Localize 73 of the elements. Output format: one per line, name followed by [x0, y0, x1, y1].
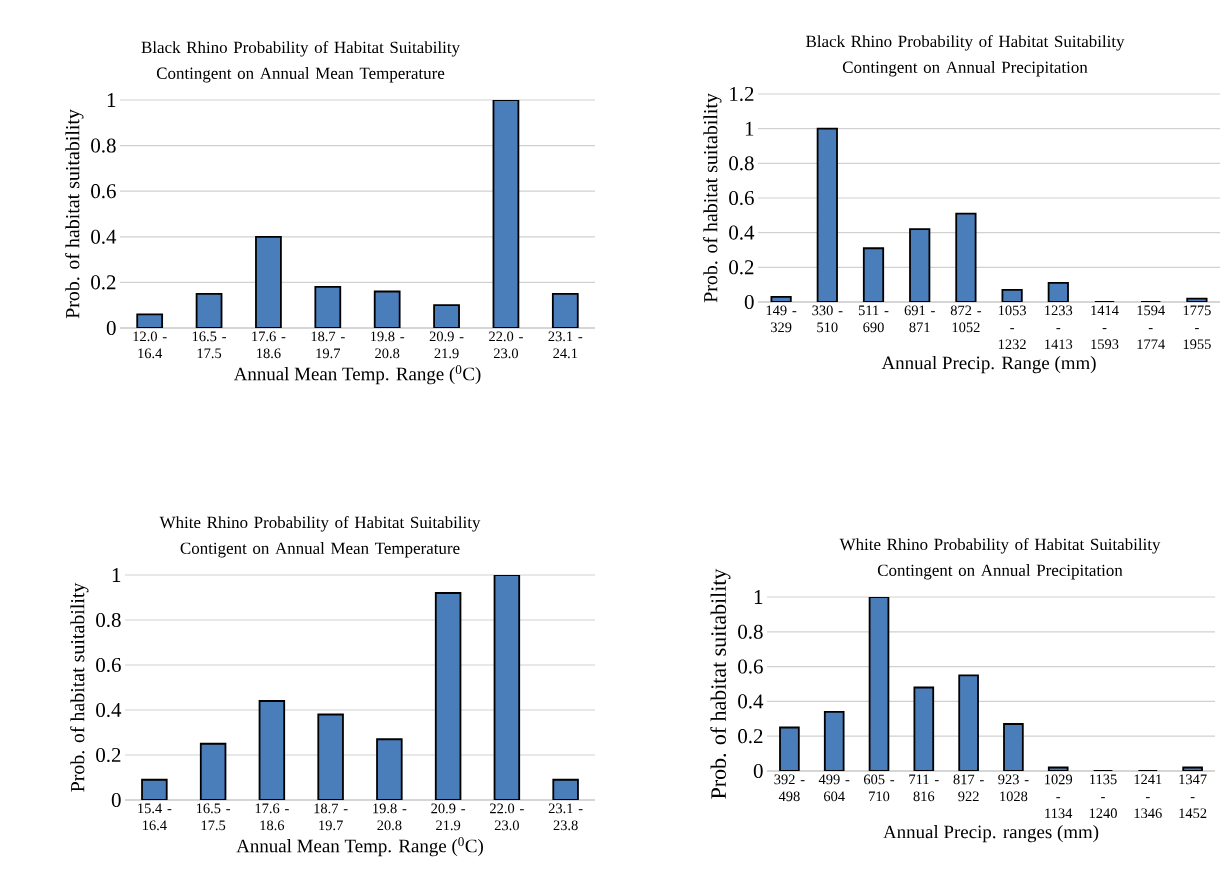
chart-title: White Rhino Probability of Habitat Suitability Contingent on Annual Precipitation [839, 538, 1161, 580]
x-axis-title: Annual Mean Temp. Range ($^{0}$C) [233, 365, 481, 385]
y-tick-label: 0.8 [96, 612, 121, 628]
x-tick-label: 923 - 1028 [998, 774, 1029, 802]
x-tick-label: 19.8 - 20.8 [371, 331, 405, 359]
y-tick-label: 0 [111, 792, 121, 808]
y-tick-label: 0.2 [91, 275, 116, 290]
y-tick-label: 1 [745, 121, 754, 136]
x-tick-label: 19.8 - 20.8 [373, 803, 407, 831]
chart-title: White Rhino Probability of Habitat Suitability Contigent on Annual Mean Temperature [159, 516, 481, 558]
y-tick-label: 0.2 [729, 260, 754, 275]
y-tick-label: 0.8 [738, 624, 763, 639]
y-axis-title: Prob. of habitat suitability [70, 582, 89, 792]
y-tick-label: 0.8 [729, 156, 754, 171]
y-tick-label: 0.6 [96, 657, 121, 673]
x-tick-label: 872 - 1052 [950, 305, 982, 333]
x-tick-label: 691 - 871 [904, 305, 935, 333]
x-tick-label: 16.5 - 17.5 [192, 331, 226, 359]
y-tick-label: 1 [754, 590, 763, 604]
x-tick-label: 1347 - 1452 [1179, 774, 1207, 819]
x-tick-label: 392 - 498 [774, 774, 805, 802]
x-tick-label: 16.5 - 17.5 [196, 803, 231, 831]
x-tick-label: 18.7 - 19.7 [314, 803, 348, 831]
x-tick-label: 20.9 - 21.9 [431, 803, 466, 831]
x-tick-label: 1029 - 1134 [1045, 774, 1073, 819]
y-axis-title: Prob. of habitat suitability [65, 109, 84, 319]
x-tick-label: 17.6 - 18.6 [252, 331, 286, 359]
x-tick-label: 15.4 - 16.4 [138, 803, 172, 831]
y-tick-label: 0 [744, 294, 754, 310]
x-axis-title: Annual Mean Temp. Range ($^{0}$C) [236, 837, 483, 857]
x-tick-label: 1241 - 1346 [1134, 774, 1162, 819]
chart-title: Black Rhino Probability of Habitat Suitability Contingent on Annual Precipitation [806, 35, 1125, 77]
y-tick-label: 0.6 [738, 659, 763, 674]
x-tick-label: 18.7 - 19.7 [311, 331, 345, 359]
x-tick-label: 1594 - 1774 [1137, 305, 1165, 349]
x-tick-label: 1053 - 1232 [998, 305, 1026, 350]
y-axis-title: Prob. of habitat suitability [710, 568, 731, 799]
y-tick-label: 0.4 [738, 694, 764, 709]
x-tick-label: 12.0 - 16.4 [133, 331, 167, 359]
y-tick-label: 1 [112, 568, 121, 582]
x-tick-label: 149 - 329 [766, 305, 797, 333]
x-axis-title: Annual Precip. Range (mm) [881, 355, 1096, 374]
y-tick-label: 0.4 [96, 702, 122, 718]
x-tick-label: 499 - 604 [818, 774, 850, 802]
y-tick-label: 0.2 [96, 747, 121, 763]
y-tick-label: 0.6 [91, 184, 116, 199]
y-axis-title: Prob. of habitat suitability [703, 93, 722, 303]
x-tick-label: 1414 - 1593 [1091, 305, 1119, 350]
x-axis-title: Annual Precip. ranges (mm) [883, 824, 1099, 843]
y-tick-label: 0.2 [738, 729, 763, 744]
y-tick-label: 0.4 [91, 229, 117, 244]
x-tick-label: 1135 - 1240 [1089, 774, 1117, 819]
y-tick-label: 1 [107, 93, 116, 107]
y-tick-label: 1.2 [730, 86, 754, 102]
x-tick-label: 511 - 690 [858, 305, 889, 333]
y-tick-label: 0 [106, 320, 116, 336]
x-tick-label: 605 - 710 [863, 774, 895, 802]
y-tick-label: 0 [753, 763, 763, 779]
x-tick-label: 22.0 - 23.0 [489, 331, 523, 359]
x-tick-label: 22.0 - 23.0 [490, 803, 524, 831]
x-tick-label: 17.6 - 18.6 [255, 803, 289, 831]
x-tick-label: 23.1 - 23.8 [548, 803, 583, 831]
x-tick-label: 817 - 922 [953, 774, 984, 802]
x-tick-label: 1775 - 1955 [1183, 305, 1211, 350]
chart-title: Black Rhino Probability of Habitat Suitability Contingent on Annual Mean Temperature [141, 41, 460, 83]
y-tick-label: 0.6 [729, 190, 754, 206]
x-tick-label: 23.1 - 24.1 [548, 331, 583, 359]
y-tick-label: 0.4 [729, 225, 755, 240]
x-tick-label: 20.9 - 21.9 [429, 331, 464, 359]
y-tick-label: 0.8 [91, 138, 116, 153]
x-tick-label: 711 - 816 [909, 774, 939, 802]
x-tick-label: 1233 - 1413 [1045, 305, 1073, 350]
x-tick-label: 330 - 510 [812, 305, 843, 333]
